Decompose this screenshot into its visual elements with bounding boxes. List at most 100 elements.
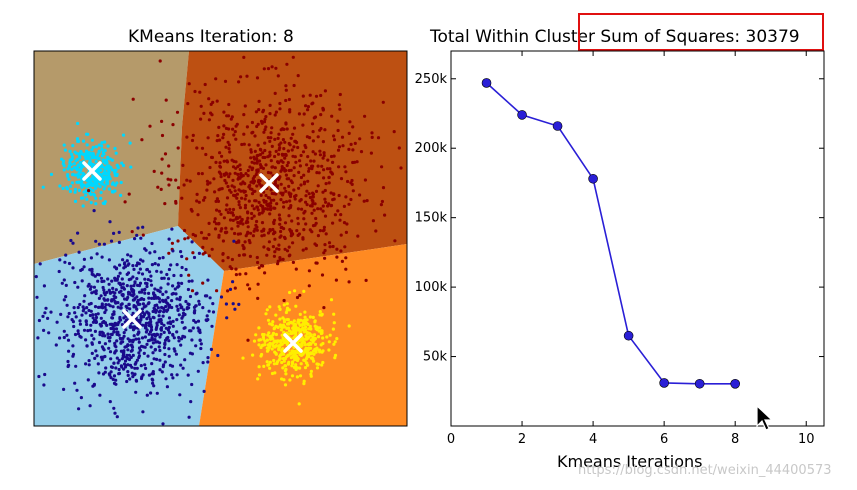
cluster-3-point [295, 375, 299, 379]
cluster-1-point [289, 136, 293, 140]
cluster-3-point [333, 340, 337, 344]
cluster-2-point [66, 364, 70, 369]
cluster-1-point [304, 222, 308, 226]
cluster-3-point [298, 374, 303, 378]
cluster-1-point [322, 251, 326, 255]
cluster-1-point [314, 189, 319, 193]
cluster-1-point [262, 120, 267, 124]
cluster-3-point [282, 378, 286, 382]
cluster-2-point [219, 295, 224, 299]
cluster-2-point [159, 318, 163, 323]
cluster-2-point [129, 293, 134, 297]
cluster-1-point [257, 108, 261, 112]
cluster-2-point [177, 335, 181, 340]
cluster-1-point [324, 232, 328, 236]
cluster-1-point [308, 195, 312, 200]
cluster-2-point [198, 338, 202, 342]
cluster-2-point [119, 289, 123, 293]
cluster-3-point [304, 328, 308, 332]
cluster-2-point [143, 324, 147, 328]
cluster-2-point [148, 251, 152, 255]
cluster-0-point [69, 152, 74, 156]
cluster-1-point [294, 193, 298, 198]
cluster-2-point [90, 269, 94, 274]
cluster-1-point [269, 201, 273, 205]
cluster-1-point [224, 226, 228, 230]
cluster-1-point [270, 165, 274, 169]
cluster-1-point [333, 213, 337, 217]
cluster-1-point [363, 178, 367, 182]
cluster-1-point [200, 146, 205, 150]
cluster-1-point [277, 148, 281, 152]
cluster-2-point [133, 366, 137, 370]
cluster-2-point [142, 305, 146, 309]
cluster-1-point [262, 67, 266, 71]
cluster-2-point [165, 385, 169, 389]
cluster-0-point [72, 162, 76, 166]
cluster-2-point [175, 318, 179, 322]
cluster-1-point [281, 193, 285, 197]
cluster-2-point [99, 355, 103, 359]
cluster-1-point [250, 204, 254, 208]
cluster-0-point [68, 184, 73, 188]
cluster-1-point [217, 235, 221, 239]
cluster-1-point [160, 171, 164, 175]
cluster-2-point [177, 339, 181, 343]
cluster-1-point [225, 114, 229, 118]
cluster-3-point [293, 322, 297, 326]
cluster-0-point [99, 196, 103, 200]
cluster-1-point [369, 151, 373, 155]
cluster-1-point [311, 130, 315, 134]
cluster-1-point [226, 210, 230, 215]
cluster-1-point [331, 160, 335, 164]
cluster-1-point [272, 192, 276, 196]
cluster-2-point [116, 361, 120, 365]
cluster-1-point [306, 105, 310, 109]
cluster-1-point [187, 273, 191, 277]
cluster-2-point [122, 367, 126, 371]
cluster-0-point [95, 181, 99, 185]
cluster-1-point [305, 203, 309, 207]
cluster-1-point [166, 177, 170, 181]
cluster-2-point [115, 415, 119, 419]
cluster-1-point [241, 189, 246, 193]
cluster-1-point [246, 168, 250, 173]
cluster-2-point [162, 310, 166, 314]
cluster-1-point [227, 127, 231, 131]
cluster-0-point [49, 172, 54, 176]
cluster-2-point [167, 267, 171, 272]
cluster-1-point [218, 164, 222, 168]
cluster-3-point [320, 363, 324, 367]
cluster-0-point [70, 157, 74, 161]
cluster-1-point [260, 234, 264, 238]
cluster-1-point [322, 151, 326, 155]
cluster-2-point [155, 333, 160, 337]
centroid-3-marker [283, 333, 303, 353]
cluster-1-point [174, 201, 178, 205]
cluster-1-point [181, 163, 185, 167]
cluster-2-point [91, 313, 95, 317]
cluster-1-point [299, 183, 303, 187]
cluster-1-point [250, 131, 254, 135]
cluster-2-point [111, 377, 115, 381]
cluster-1-point [245, 74, 249, 78]
cluster-1-point [217, 170, 221, 174]
cluster-1-point [316, 184, 320, 188]
cluster-0-point [91, 152, 95, 156]
cluster-3-point [347, 324, 351, 328]
cluster-1-point [301, 123, 305, 127]
cluster-1-point [296, 74, 300, 78]
cluster-1-point [304, 104, 308, 108]
cluster-3-point [272, 362, 276, 366]
cluster-1-point [268, 212, 272, 216]
cluster-2-point [86, 329, 90, 333]
cluster-0-point [76, 121, 80, 126]
cluster-2-point [117, 240, 121, 244]
cluster-1-point [344, 170, 348, 174]
cluster-1-point [228, 172, 232, 176]
cluster-0-point [103, 161, 107, 165]
cluster-2-point [209, 347, 213, 351]
cluster-3-point [291, 360, 295, 364]
cluster-3-point [308, 341, 312, 345]
cluster-2-point [125, 379, 129, 384]
